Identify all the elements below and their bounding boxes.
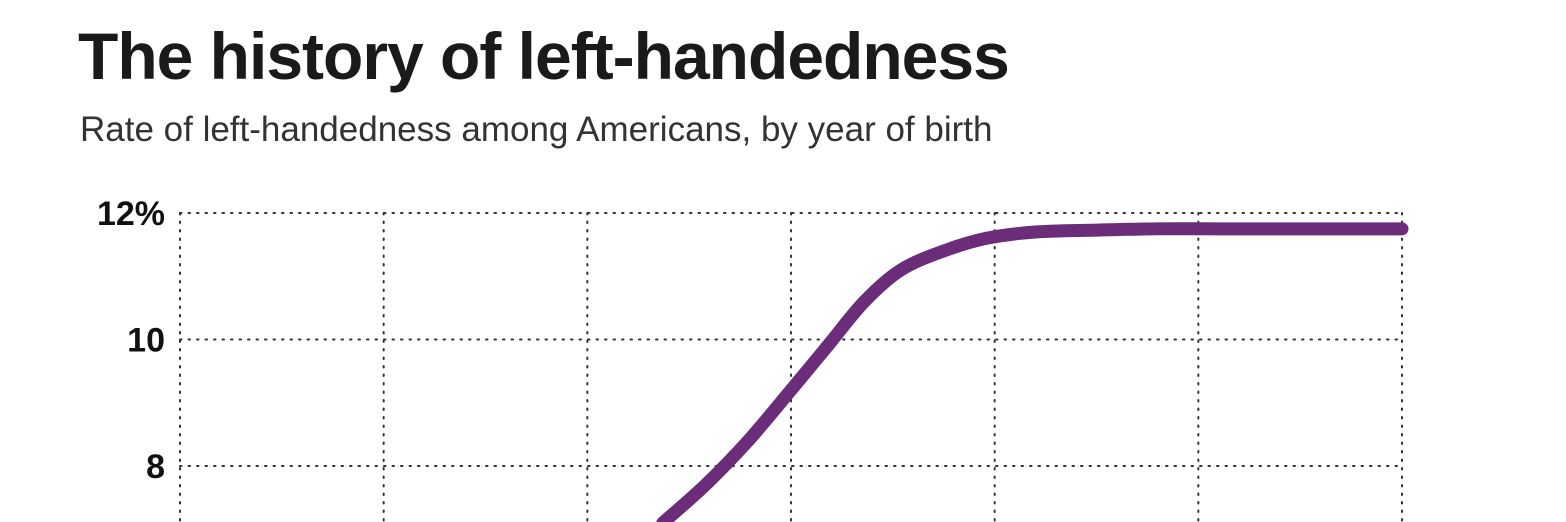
chart-grid bbox=[179, 212, 1403, 522]
y-tick-label: 12% bbox=[97, 195, 165, 233]
chart-title: The history of left-handedness bbox=[78, 19, 1010, 93]
series-group bbox=[656, 222, 1409, 522]
y-tick-label: 8 bbox=[146, 448, 165, 486]
y-axis-ticks: 12% 10 8 bbox=[97, 195, 165, 486]
series-line bbox=[656, 222, 1409, 522]
y-tick-label: 10 bbox=[127, 322, 165, 360]
chart-subtitle: Rate of left-handedness among Americans,… bbox=[80, 110, 993, 149]
